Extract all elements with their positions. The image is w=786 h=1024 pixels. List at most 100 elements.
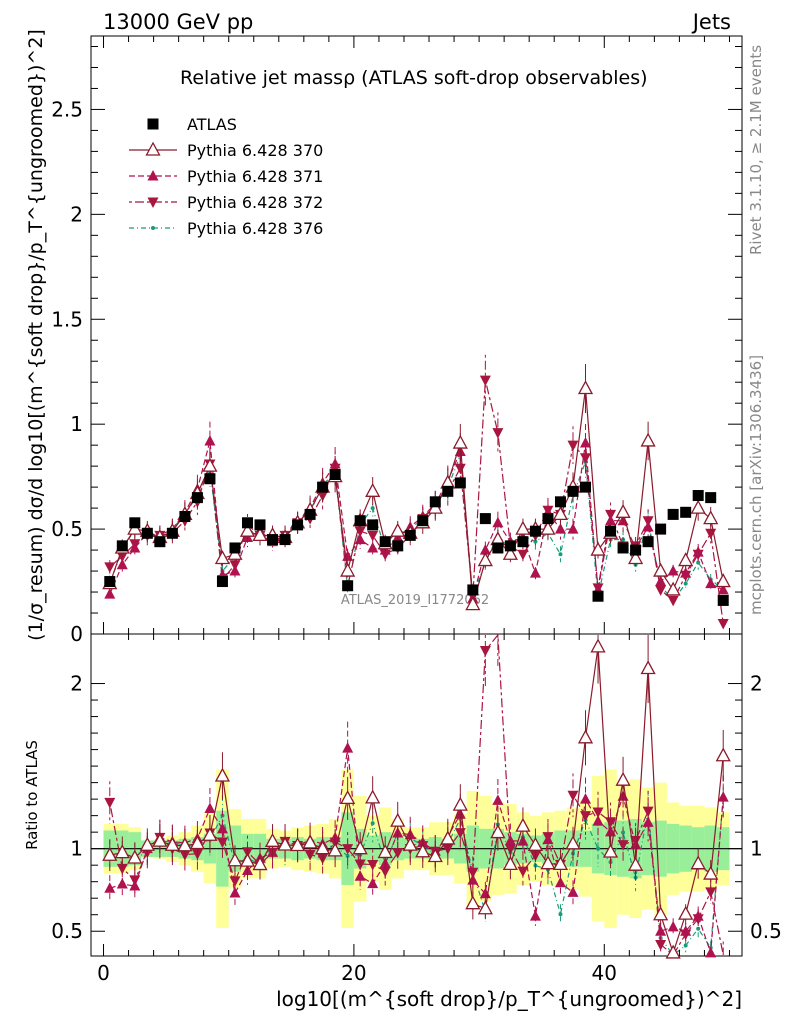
ratio-point-pythia-6-428-370 bbox=[214, 767, 231, 782]
ratio-point-pythia-6-428-370 bbox=[552, 856, 569, 871]
ratio-point-pythia-6-428-370 bbox=[565, 835, 581, 850]
point-atlas bbox=[129, 517, 141, 529]
ratio-panel-frame bbox=[90, 633, 743, 957]
ratio-point-pythia-6-428-371 bbox=[367, 877, 379, 889]
point-pythia-6-428-372 bbox=[580, 453, 592, 464]
x-tick-label: 20 bbox=[341, 961, 366, 985]
x-tick-label: 0 bbox=[97, 961, 110, 985]
point-atlas bbox=[329, 469, 341, 481]
point-atlas bbox=[479, 513, 491, 525]
point-atlas bbox=[116, 540, 128, 552]
category-label: Jets bbox=[691, 10, 731, 34]
ratio-point-pythia-6-428-372 bbox=[517, 866, 529, 878]
ratio-point-pythia-6-428-371 bbox=[229, 886, 241, 898]
point-atlas bbox=[580, 481, 592, 493]
ratio-point-pythia-6-428-370 bbox=[540, 855, 556, 870]
point-atlas bbox=[317, 481, 329, 493]
ratio-point-pythia-6-428-371 bbox=[667, 920, 679, 932]
ratio-point-pythia-6-428-376 bbox=[558, 912, 563, 917]
point-pythia-6-428-372 bbox=[367, 530, 379, 542]
ratio-point-pythia-6-428-370 bbox=[139, 836, 155, 851]
ratio-point-pythia-6-428-372 bbox=[504, 844, 516, 855]
point-atlas bbox=[191, 492, 203, 504]
y-tick-label: 2.5 bbox=[51, 97, 83, 121]
point-pythia-6-428-371 bbox=[116, 558, 128, 570]
ratio-point-pythia-6-428-371 bbox=[116, 878, 128, 889]
ratio-point-pythia-6-428-370 bbox=[189, 835, 206, 850]
ratio-point-pythia-6-428-371 bbox=[354, 870, 366, 881]
ratio-point-pythia-6-428-372 bbox=[104, 797, 116, 809]
chart-title: Relative jet massρ (ATLAS soft-drop obse… bbox=[180, 67, 648, 89]
point-atlas bbox=[354, 515, 366, 527]
point-atlas bbox=[166, 527, 178, 539]
point-pythia-6-428-371 bbox=[492, 516, 504, 528]
mcplots-reference-label: mcplots.cern.ch [arXiv:1306.3436] bbox=[747, 355, 765, 615]
ratio-point-pythia-6-428-370 bbox=[527, 836, 544, 851]
ratio-point-pythia-6-428-372 bbox=[116, 863, 128, 875]
ratio-point-pythia-6-428-370 bbox=[164, 836, 180, 851]
point-pythia-6-428-370 bbox=[640, 432, 656, 447]
ratio-point-pythia-6-428-371 bbox=[554, 876, 566, 888]
point-atlas bbox=[404, 529, 416, 541]
point-atlas bbox=[692, 490, 704, 502]
legend-label-pythia-6-428-372: Pythia 6.428 372 bbox=[187, 193, 323, 212]
ratio-point-pythia-6-428-371 bbox=[216, 822, 228, 834]
point-pythia-6-428-370 bbox=[615, 503, 631, 518]
ratio-point-pythia-6-428-370 bbox=[239, 852, 256, 867]
point-pythia-6-428-370 bbox=[552, 506, 569, 521]
point-pythia-6-428-370 bbox=[202, 457, 218, 472]
ratio-point-pythia-6-428-372 bbox=[705, 887, 717, 898]
ratio-point-pythia-6-428-370 bbox=[440, 830, 456, 845]
ratio-series-layer bbox=[102, 633, 731, 959]
ratio-point-pythia-6-428-370 bbox=[365, 789, 381, 804]
point-atlas bbox=[241, 517, 253, 529]
y-tick-label: 1 bbox=[70, 412, 83, 436]
point-pythia-6-428-370 bbox=[214, 550, 231, 565]
ratio-point-pythia-6-428-370 bbox=[602, 843, 619, 858]
point-pythia-6-428-370 bbox=[477, 552, 493, 567]
ratio-point-pythia-6-428-370 bbox=[340, 790, 356, 805]
ratio-point-pythia-6-428-372 bbox=[605, 817, 617, 828]
point-pythia-6-428-372 bbox=[104, 562, 116, 573]
ratio-point-pythia-6-428-370 bbox=[590, 638, 606, 653]
point-atlas bbox=[567, 485, 579, 497]
point-pythia-6-428-372 bbox=[655, 585, 667, 596]
point-atlas bbox=[642, 536, 654, 548]
point-atlas bbox=[630, 544, 642, 556]
point-pythia-6-428-371 bbox=[642, 520, 654, 532]
point-atlas bbox=[104, 576, 116, 588]
ratio-point-pythia-6-428-371 bbox=[567, 886, 579, 897]
point-atlas bbox=[705, 492, 717, 504]
point-pythia-6-428-371 bbox=[354, 533, 366, 545]
ratio-point-pythia-6-428-371 bbox=[204, 802, 216, 814]
point-pythia-6-428-371 bbox=[104, 588, 116, 599]
point-pythia-6-428-370 bbox=[653, 562, 669, 577]
ratio-point-pythia-6-428-370 bbox=[415, 843, 431, 858]
point-atlas bbox=[254, 519, 266, 531]
point-pythia-6-428-371 bbox=[567, 523, 579, 534]
ratio-point-pythia-6-428-370 bbox=[427, 848, 443, 863]
point-atlas bbox=[554, 496, 566, 508]
legend-marker-pythia-6-428-370 bbox=[145, 141, 161, 156]
ratio-y-tick-label: 2 bbox=[70, 672, 83, 696]
ratio-point-pythia-6-428-372 bbox=[392, 848, 404, 859]
point-pythia-6-428-372 bbox=[517, 549, 529, 561]
point-atlas bbox=[617, 542, 629, 554]
ratio-point-pythia-6-428-370 bbox=[715, 747, 731, 762]
point-atlas bbox=[379, 536, 391, 548]
point-pythia-6-428-370 bbox=[540, 520, 556, 535]
ratio-point-pythia-6-428-371 bbox=[542, 833, 554, 845]
point-atlas bbox=[267, 534, 279, 546]
point-pythia-6-428-372 bbox=[717, 619, 729, 630]
legend: ATLAS Pythia 6.428 370 Pythia 6.428 371 Pyt… bbox=[129, 115, 323, 238]
ratio-y-tick-label: 1 bbox=[70, 837, 83, 861]
point-atlas bbox=[342, 580, 354, 592]
point-pythia-6-428-370 bbox=[627, 550, 644, 565]
point-atlas bbox=[392, 540, 404, 552]
ratio-point-pythia-6-428-370 bbox=[627, 856, 644, 871]
legend-marker-pythia-6-428-376 bbox=[151, 226, 155, 230]
point-pythia-6-428-371 bbox=[204, 434, 216, 446]
point-pythia-6-428-372 bbox=[567, 440, 579, 452]
ratio-y-tick-label-right: 2 bbox=[750, 672, 763, 696]
ratio-axis-label: Ratio to ATLAS bbox=[23, 740, 41, 850]
